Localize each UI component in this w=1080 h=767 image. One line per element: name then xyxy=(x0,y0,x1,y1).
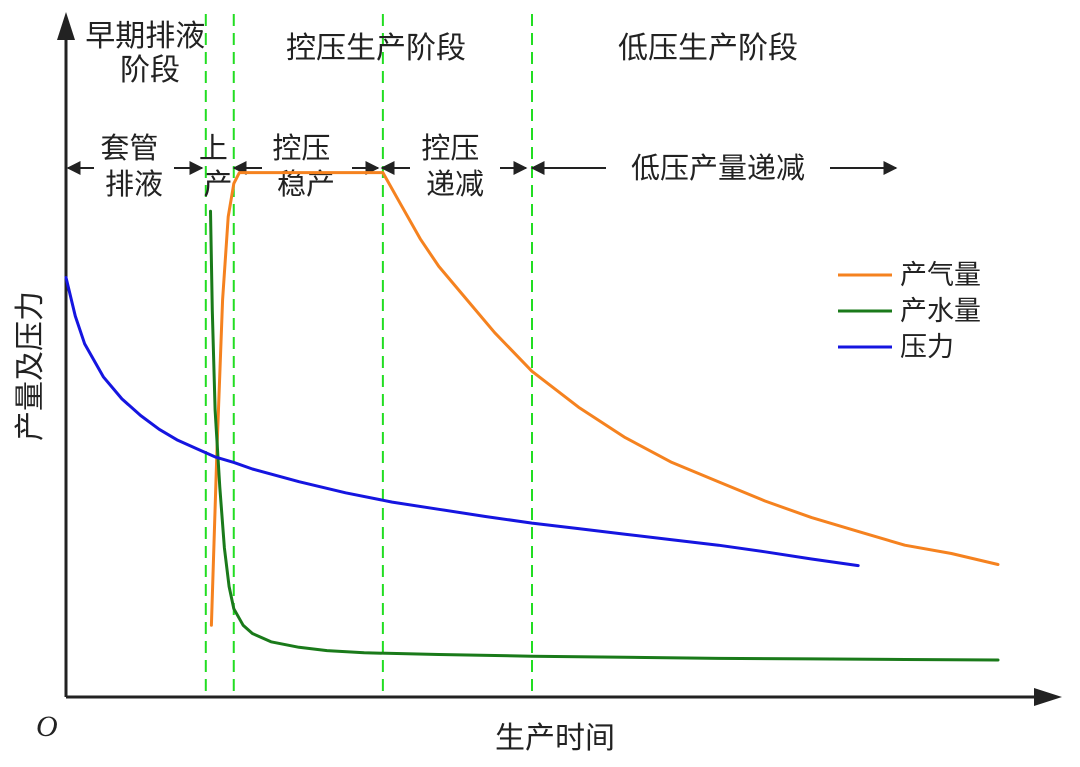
sub-stage-label-ramp-up-line1: 上 xyxy=(199,131,228,165)
stage-boundary-lines xyxy=(204,14,533,697)
sub-stage-label-ramp-up-line2: 产 xyxy=(203,167,232,201)
y-axis-arrowhead xyxy=(57,12,75,40)
origin-label: O xyxy=(36,710,58,743)
legend-label-water: 产水量 xyxy=(900,296,981,327)
gas-series-line xyxy=(209,171,1000,627)
x-axis-label: 生产时间 xyxy=(495,721,615,756)
sub-stage-label-stable-production-line1: 控压 xyxy=(272,131,330,165)
sub-stage-label-casing-drainage-line1: 套管 xyxy=(100,131,158,165)
stage-label-early-drainage-line2: 阶段 xyxy=(120,53,180,88)
pressure-series-line xyxy=(64,276,860,568)
sub-stage-label-controlled-decline: 控压 递减 xyxy=(421,131,488,201)
legend-label-pressure: 压力 xyxy=(900,332,954,363)
sub-stage-label-controlled-decline-line2: 递减 xyxy=(426,167,484,201)
stage-label-early-drainage-line1: 早期排液 xyxy=(85,19,205,54)
sub-stage-label-stable-production: 控压 稳产 xyxy=(272,131,339,201)
stage-label-low-pressure: 低压生产阶段 xyxy=(618,31,798,66)
stage-label-controlled-pressure: 控压生产阶段 xyxy=(286,31,466,66)
water-series-line xyxy=(209,209,1000,662)
stage-label-early-drainage: 早期排液 阶段 xyxy=(85,19,215,88)
x-axis-arrowhead xyxy=(1034,688,1062,706)
sub-stage-label-casing-drainage-line2: 排液 xyxy=(105,167,163,201)
sub-stage-label-controlled-decline-line1: 控压 xyxy=(421,131,479,165)
y-axis-label: 产量及压力 xyxy=(13,291,48,441)
sub-stage-label-ramp-up: 上 产 xyxy=(199,131,237,201)
sub-stage-label-low-pressure-decline: 低压产量递减 xyxy=(631,151,805,185)
data-curves xyxy=(64,171,1000,662)
legend-label-gas: 产气量 xyxy=(900,260,981,291)
sub-stage-label-casing-drainage: 套管 排液 xyxy=(100,131,167,201)
